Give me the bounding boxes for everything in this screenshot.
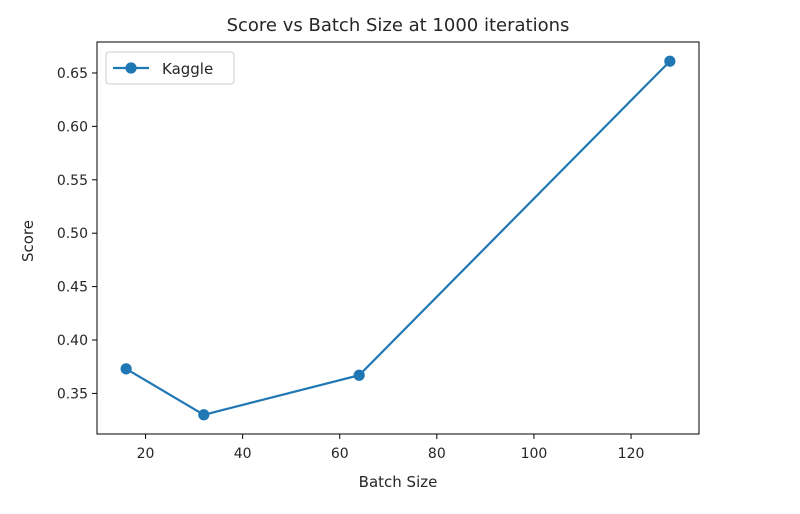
y-axis: 0.35 0.40 0.45 0.50 0.55 0.60 0.65 — [57, 66, 97, 402]
x-tick-label: 60 — [331, 446, 349, 462]
series-layer — [120, 55, 676, 421]
y-tick-label: 0.40 — [57, 333, 88, 349]
x-axis-label: Batch Size — [359, 473, 438, 491]
y-tick-label: 0.55 — [57, 173, 88, 189]
series-line-kaggle — [125, 60, 671, 416]
data-point-marker — [664, 55, 676, 67]
x-tick-label: 80 — [428, 446, 446, 462]
data-point-marker — [353, 369, 365, 381]
x-tick-label: 40 — [234, 446, 252, 462]
y-tick-label: 0.35 — [57, 386, 88, 402]
legend-box — [105, 51, 235, 85]
y-tick-label: 0.65 — [57, 66, 88, 82]
plot-area-frame — [96, 41, 700, 435]
x-axis: 20 40 60 80 100 120 — [137, 434, 645, 462]
x-tick-label: 20 — [137, 446, 155, 462]
chart-title: Score vs Batch Size at 1000 iterations — [227, 15, 570, 36]
y-tick-label: 0.45 — [57, 280, 88, 296]
y-tick-label: 0.60 — [57, 119, 88, 135]
y-axis-label: Score — [19, 220, 37, 262]
legend-marker-sample — [125, 62, 137, 74]
legend-label-kaggle: Kaggle — [162, 60, 213, 78]
x-tick-label: 100 — [521, 446, 548, 462]
data-point-marker — [120, 363, 132, 375]
y-tick-label: 0.50 — [57, 226, 88, 242]
x-tick-label: 120 — [618, 446, 645, 462]
legend: Kaggle — [105, 51, 235, 85]
data-point-marker — [198, 409, 210, 421]
